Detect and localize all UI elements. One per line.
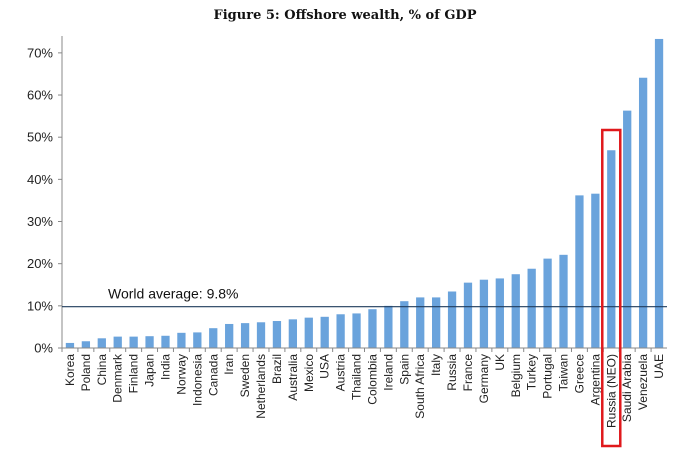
bar	[65, 342, 75, 348]
bar	[81, 341, 91, 348]
x-tick-label: South Africa	[413, 354, 427, 419]
x-tick-label: Colombia	[365, 354, 379, 405]
x-tick-label: Italy	[429, 354, 443, 376]
x-tick-label: Thailand	[350, 354, 364, 400]
bar	[113, 336, 122, 348]
bar	[575, 195, 584, 348]
bar	[288, 319, 297, 348]
bar	[225, 323, 234, 348]
x-tick-label: Norway	[174, 354, 188, 395]
x-tick-label: Poland	[79, 354, 93, 391]
y-tick-label: 20%	[27, 256, 53, 271]
bar	[623, 110, 632, 348]
bar	[368, 309, 377, 348]
highlight-box	[601, 128, 622, 448]
x-tick-label: Japan	[143, 354, 157, 387]
bar	[432, 297, 441, 348]
x-tick-label: Australia	[286, 354, 300, 401]
bar	[495, 278, 504, 348]
x-tick-label: Korea	[63, 354, 77, 386]
x-axis: Korea Poland China Denmark Finland Japan India…	[61, 347, 667, 428]
bar	[161, 335, 170, 348]
x-tick-label: Canada	[206, 354, 220, 396]
x-tick-label: Mexico	[302, 354, 316, 392]
bar	[129, 336, 138, 348]
x-tick-label: Iran	[222, 354, 236, 375]
x-tick-label: Ireland	[381, 354, 395, 391]
x-tick-label: UAE	[652, 354, 666, 379]
bar	[638, 77, 648, 348]
x-tick-label: Taiwan	[557, 354, 571, 391]
bar	[447, 291, 457, 348]
bars	[65, 38, 664, 348]
y-tick-label: 30%	[27, 214, 53, 229]
x-tick-label: Russia	[445, 354, 459, 391]
x-tick-label: Netherlands	[254, 354, 268, 419]
x-tick-label: Portugal	[541, 354, 555, 399]
highlight-group	[601, 128, 622, 448]
x-tick-label: UK	[493, 354, 507, 371]
y-tick-label: 50%	[27, 130, 53, 145]
x-tick-label: France	[461, 354, 475, 392]
bar	[559, 254, 568, 348]
y-tick-label: 0%	[34, 341, 53, 356]
bar	[97, 338, 106, 348]
bar	[384, 305, 393, 348]
y-tick-label: 70%	[27, 45, 53, 60]
chart-title: Figure 5: Offshore wealth, % of GDP	[214, 8, 477, 23]
bar	[320, 316, 329, 348]
bar	[463, 282, 473, 348]
x-tick-label: Finland	[127, 354, 141, 393]
bar	[336, 314, 345, 348]
bar	[591, 193, 600, 348]
x-tick-label: Brazil	[270, 354, 284, 384]
x-tick-label: Venezuela	[636, 354, 650, 410]
bar	[209, 328, 218, 348]
y-tick-label: 60%	[27, 88, 53, 103]
bar	[240, 323, 250, 348]
x-tick-label: Austria	[334, 354, 348, 392]
x-tick-label: Greece	[572, 354, 586, 394]
bar	[352, 313, 361, 348]
bar	[177, 332, 186, 348]
x-tick-label: Turkey	[525, 354, 539, 390]
bar	[607, 150, 616, 348]
x-tick-label: Saudi Arabia	[620, 354, 634, 422]
bar	[256, 322, 266, 348]
bar	[511, 274, 520, 348]
bar	[654, 38, 664, 348]
x-tick-label: Russia (NEO)	[604, 354, 618, 428]
x-tick-label: USA	[318, 354, 332, 379]
bar	[416, 297, 425, 348]
x-tick-label: Sweden	[238, 354, 252, 397]
x-tick-label: Belgium	[509, 354, 523, 397]
average-line-label: World average: 9.8%	[108, 286, 238, 302]
bar	[145, 336, 154, 348]
bar	[527, 268, 536, 348]
bar	[193, 332, 202, 348]
bar	[272, 321, 282, 348]
x-tick-label: Spain	[397, 354, 411, 385]
x-tick-label: Indonesia	[190, 354, 204, 406]
x-tick-label: Argentina	[588, 354, 602, 406]
bar	[400, 301, 409, 348]
y-tick-label: 40%	[27, 172, 53, 187]
y-tick-label: 10%	[27, 298, 53, 313]
x-tick-label: India	[158, 354, 172, 380]
x-tick-label: Germany	[477, 354, 491, 403]
x-tick-label: Denmark	[111, 353, 125, 403]
bar	[543, 258, 552, 348]
bar	[479, 279, 489, 348]
y-axis: 0% 10% 20% 30% 40% 50% 60% 70%	[27, 36, 63, 356]
average-line-group: World average: 9.8%	[62, 286, 667, 308]
x-tick-label: China	[95, 354, 109, 386]
bar	[304, 317, 313, 348]
